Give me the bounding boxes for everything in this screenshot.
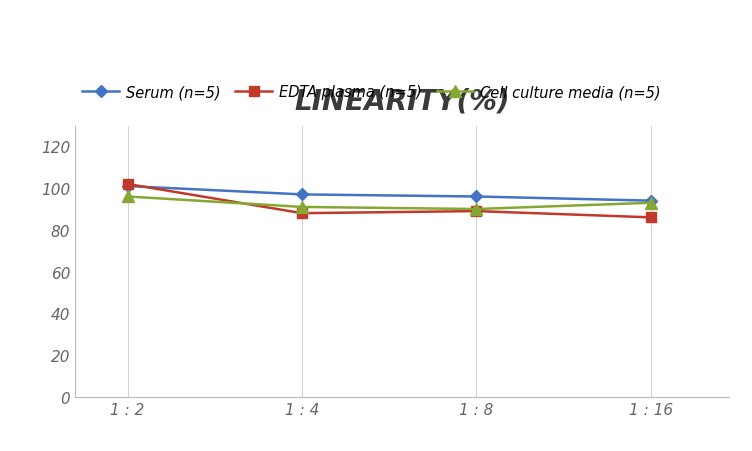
Title: LINEARITY(%): LINEARITY(%) [295,87,510,115]
EDTA plasma (n=5) [472,209,481,214]
Serum (n=5) [647,198,656,204]
Line: EDTA plasma (n=5): EDTA plasma (n=5) [123,179,656,223]
Cell culture media (n=5) [298,205,307,210]
Cell culture media (n=5) [123,194,132,200]
Serum (n=5) [472,194,481,200]
Cell culture media (n=5) [472,207,481,212]
Line: Serum (n=5): Serum (n=5) [123,183,655,205]
EDTA plasma (n=5) [647,215,656,221]
Serum (n=5) [123,184,132,189]
Serum (n=5) [298,192,307,198]
Cell culture media (n=5) [647,201,656,206]
Line: Cell culture media (n=5): Cell culture media (n=5) [122,192,656,215]
EDTA plasma (n=5) [298,211,307,216]
Legend: Serum (n=5), EDTA plasma (n=5), Cell culture media (n=5): Serum (n=5), EDTA plasma (n=5), Cell cul… [83,85,661,100]
EDTA plasma (n=5) [123,182,132,187]
